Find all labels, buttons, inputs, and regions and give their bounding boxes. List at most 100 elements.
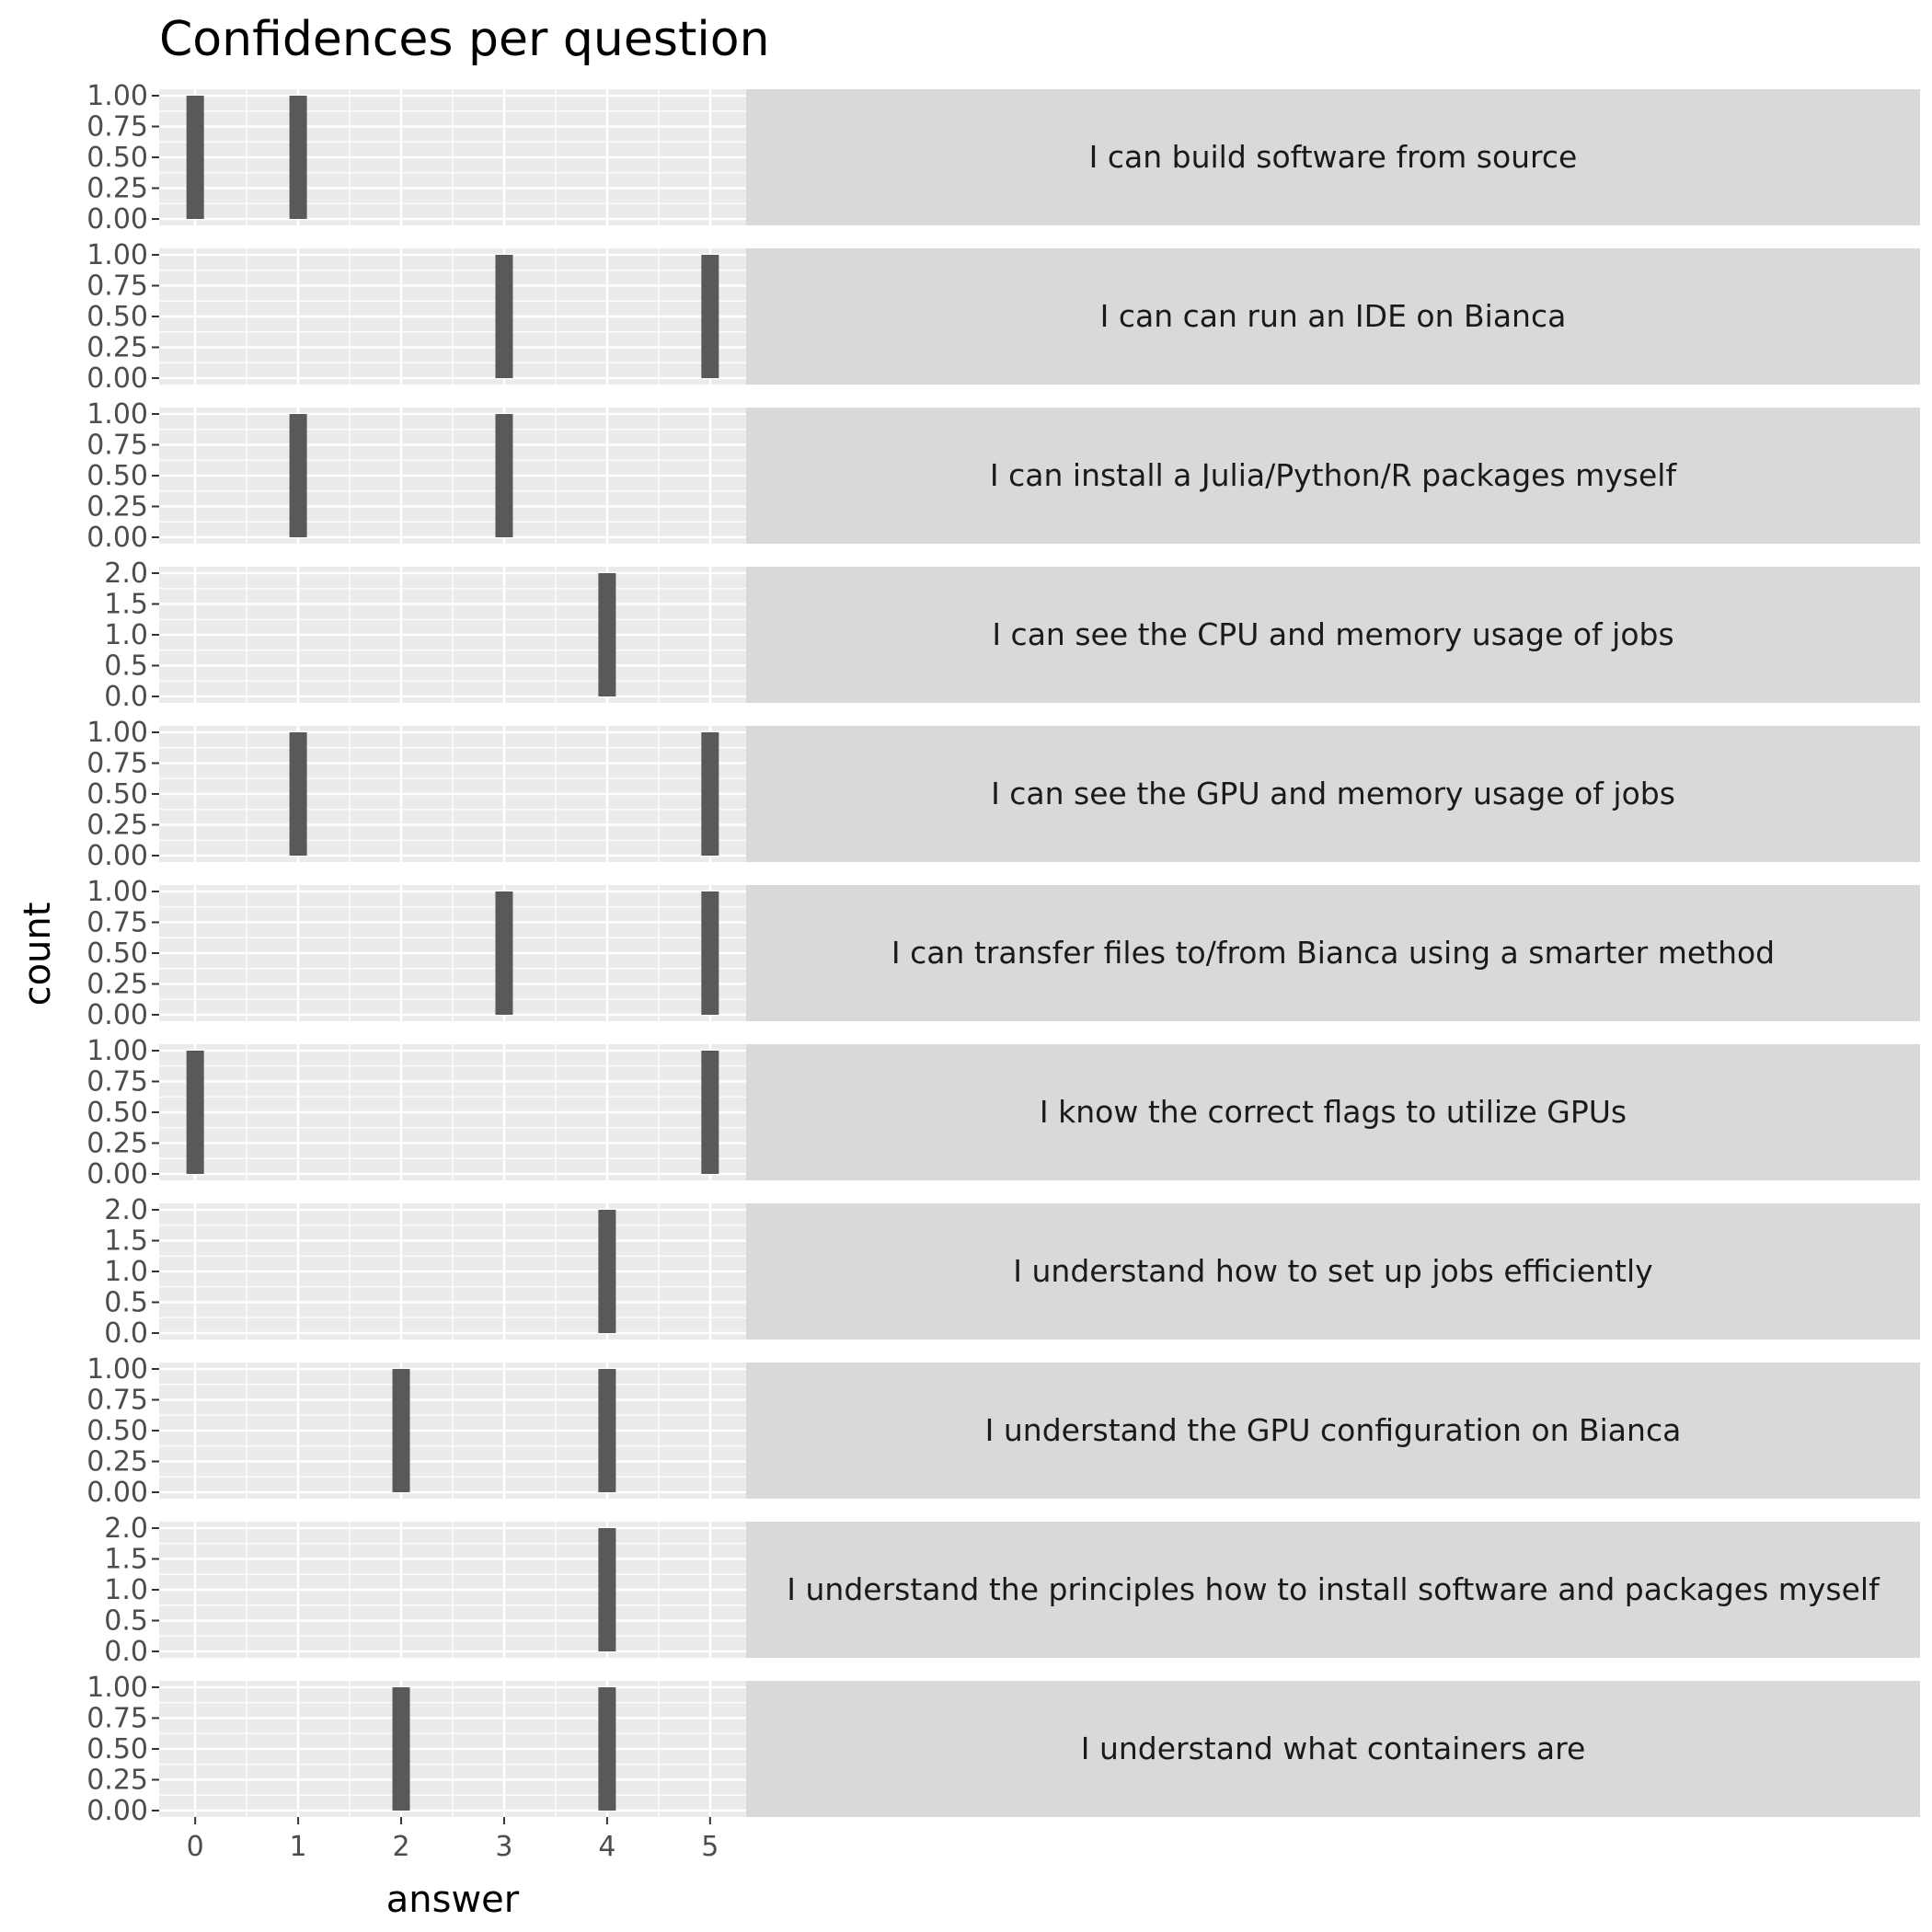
y-tick-label: 1.0 xyxy=(104,1256,148,1288)
bar xyxy=(598,1210,616,1333)
bar xyxy=(186,1051,204,1174)
y-tick-label: 0.25 xyxy=(86,969,148,1001)
facet-panel: 0.000.250.500.751.00 I can can run an IDE… xyxy=(86,239,1920,395)
facet-strip xyxy=(746,885,1920,1021)
facet-panel: 0.000.250.500.751.00 I can see the GPU an… xyxy=(86,717,1920,872)
facet-panel: 0.000.250.500.751.00 I understand the GPU… xyxy=(86,1353,1920,1509)
y-tick-label: 1.00 xyxy=(86,717,148,749)
facet-strip xyxy=(746,1681,1920,1817)
y-tick-label: 0.00 xyxy=(86,840,148,872)
facet-strip xyxy=(746,1044,1920,1180)
y-tick-label: 1.5 xyxy=(104,1544,148,1576)
facet-panel: 0.00.51.01.52.0 I can see the CPU and mem… xyxy=(104,558,1920,713)
y-tick-label: 0.75 xyxy=(86,1703,148,1735)
y-tick-label: 0.5 xyxy=(104,1287,148,1319)
y-tick-label: 1.00 xyxy=(86,876,148,908)
facet-strip xyxy=(746,408,1920,544)
x-tick-label: 5 xyxy=(701,1831,719,1863)
y-tick-label: 0.75 xyxy=(86,907,148,939)
y-tick-label: 0.0 xyxy=(104,1636,148,1668)
y-tick-label: 1.00 xyxy=(86,1353,148,1386)
y-tick-label: 0.75 xyxy=(86,1385,148,1417)
y-tick-label: 0.50 xyxy=(86,1415,148,1447)
y-tick-label: 0.75 xyxy=(86,270,148,303)
y-tick-label: 0.25 xyxy=(86,173,148,205)
y-tick-label: 1.5 xyxy=(104,1225,148,1258)
y-tick-label: 1.00 xyxy=(86,1035,148,1067)
facet-strip xyxy=(746,89,1920,225)
facet-strip xyxy=(746,1522,1920,1658)
y-tick-label: 1.0 xyxy=(104,619,148,651)
bar xyxy=(289,414,307,537)
y-tick-label: 1.00 xyxy=(86,398,148,431)
facet-strip-label: I can transfer files to/from Bianca usin… xyxy=(891,935,1775,971)
x-axis-title: answer xyxy=(386,1879,520,1921)
bar xyxy=(186,96,204,219)
bar xyxy=(701,255,719,378)
x-tick-label: 4 xyxy=(598,1831,615,1863)
y-tick-label: 0.0 xyxy=(104,681,148,713)
y-tick-label: 0.00 xyxy=(86,203,148,236)
facet-panel: 0.000.250.500.751.00 I can build software… xyxy=(86,80,1920,236)
facet-strip xyxy=(746,567,1920,703)
y-tick-label: 0.25 xyxy=(86,491,148,523)
y-tick-label: 0.50 xyxy=(86,937,148,970)
y-tick-label: 0.50 xyxy=(86,142,148,174)
y-tick-label: 0.50 xyxy=(86,460,148,492)
bar xyxy=(392,1687,410,1811)
facet-panel: 0.000.250.500.751.00 I can install a Juli… xyxy=(86,398,1920,554)
bar xyxy=(495,414,513,537)
chart-title: Confidences per question xyxy=(159,12,770,67)
facet-strip-label: I understand how to set up jobs efficien… xyxy=(1013,1253,1652,1289)
facet-strip-label: I understand the principles how to insta… xyxy=(787,1571,1880,1607)
y-tick-label: 0.00 xyxy=(86,999,148,1031)
y-tick-label: 0.25 xyxy=(86,1765,148,1797)
facet-panel: 0.000.250.500.751.00 I can transfer files… xyxy=(86,876,1920,1031)
y-tick-label: 2.0 xyxy=(104,1194,148,1226)
y-tick-label: 0.50 xyxy=(86,1097,148,1129)
facet-strip xyxy=(746,1203,1920,1340)
y-tick-label: 2.0 xyxy=(104,1512,148,1545)
y-tick-label: 0.50 xyxy=(86,301,148,333)
y-axis-title: count xyxy=(17,903,59,1006)
bar xyxy=(598,1369,616,1492)
y-tick-label: 0.5 xyxy=(104,1605,148,1638)
y-tick-label: 1.00 xyxy=(86,239,148,271)
y-tick-label: 0.75 xyxy=(86,748,148,780)
facet-strip-label: I understand the GPU configuration on Bi… xyxy=(985,1412,1682,1448)
facet-strip-label: I can can run an IDE on Bianca xyxy=(1100,298,1567,334)
facet-panel: 0.000.250.500.751.00 I know the correct f… xyxy=(86,1035,1920,1190)
facet-strip-label: I know the correct flags to utilize GPUs xyxy=(1040,1094,1627,1130)
facet-panel: 0.00.51.01.52.0 I understand how to set u… xyxy=(104,1194,1920,1350)
y-tick-label: 0.75 xyxy=(86,111,148,144)
y-tick-label: 0.75 xyxy=(86,1066,148,1098)
bar xyxy=(598,573,616,696)
bar xyxy=(701,891,719,1015)
y-tick-label: 0.25 xyxy=(86,1446,148,1478)
x-tick-label: 1 xyxy=(290,1831,307,1863)
bar xyxy=(598,1687,616,1811)
y-tick-label: 1.00 xyxy=(86,1672,148,1704)
bar xyxy=(392,1369,410,1492)
x-tick-label: 3 xyxy=(495,1831,512,1863)
bar xyxy=(701,1051,719,1174)
y-tick-label: 0.00 xyxy=(86,362,148,395)
y-tick-label: 1.0 xyxy=(104,1574,148,1606)
bar xyxy=(289,96,307,219)
x-tick-label: 0 xyxy=(187,1831,204,1863)
y-tick-label: 0.25 xyxy=(86,810,148,842)
y-tick-label: 0.25 xyxy=(86,332,148,364)
facet-strip xyxy=(746,726,1920,862)
y-tick-label: 0.50 xyxy=(86,778,148,811)
y-tick-label: 0.00 xyxy=(86,1795,148,1827)
y-tick-label: 0.5 xyxy=(104,650,148,683)
bar xyxy=(701,732,719,856)
facet-panel: 0.000.250.500.751.00 I understand what co… xyxy=(86,1672,1920,1827)
facet-panel: 0.00.51.01.52.0 I understand the principl… xyxy=(104,1512,1920,1668)
y-tick-label: 0.25 xyxy=(86,1128,148,1160)
facet-strip xyxy=(746,248,1920,385)
y-tick-label: 0.0 xyxy=(104,1317,148,1350)
y-tick-label: 0.00 xyxy=(86,522,148,554)
bar xyxy=(598,1528,616,1651)
